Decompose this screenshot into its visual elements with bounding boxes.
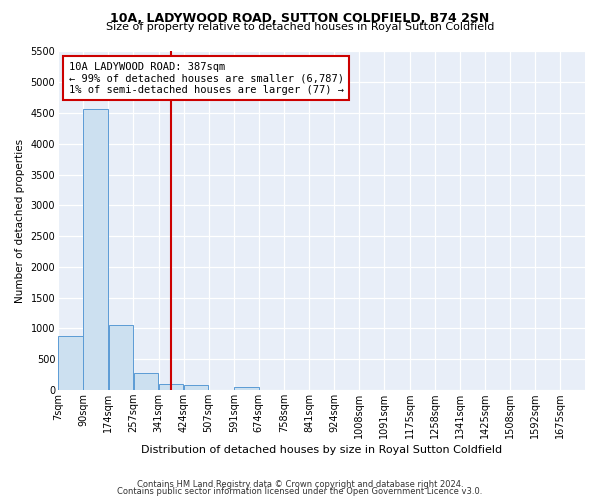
Bar	[109, 324, 133, 390]
Bar	[184, 385, 208, 390]
Bar	[83, 110, 108, 390]
Bar	[58, 336, 83, 390]
Text: Size of property relative to detached houses in Royal Sutton Coldfield: Size of property relative to detached ho…	[106, 22, 494, 32]
Text: 10A, LADYWOOD ROAD, SUTTON COLDFIELD, B74 2SN: 10A, LADYWOOD ROAD, SUTTON COLDFIELD, B7…	[110, 12, 490, 26]
Text: Contains HM Land Registry data © Crown copyright and database right 2024.: Contains HM Land Registry data © Crown c…	[137, 480, 463, 489]
Text: 10A LADYWOOD ROAD: 387sqm
← 99% of detached houses are smaller (6,787)
1% of sem: 10A LADYWOOD ROAD: 387sqm ← 99% of detac…	[68, 62, 344, 95]
Bar	[159, 384, 184, 390]
Bar	[234, 386, 259, 390]
X-axis label: Distribution of detached houses by size in Royal Sutton Coldfield: Distribution of detached houses by size …	[141, 445, 502, 455]
Text: Contains public sector information licensed under the Open Government Licence v3: Contains public sector information licen…	[118, 487, 482, 496]
Bar	[134, 372, 158, 390]
Y-axis label: Number of detached properties: Number of detached properties	[15, 138, 25, 302]
